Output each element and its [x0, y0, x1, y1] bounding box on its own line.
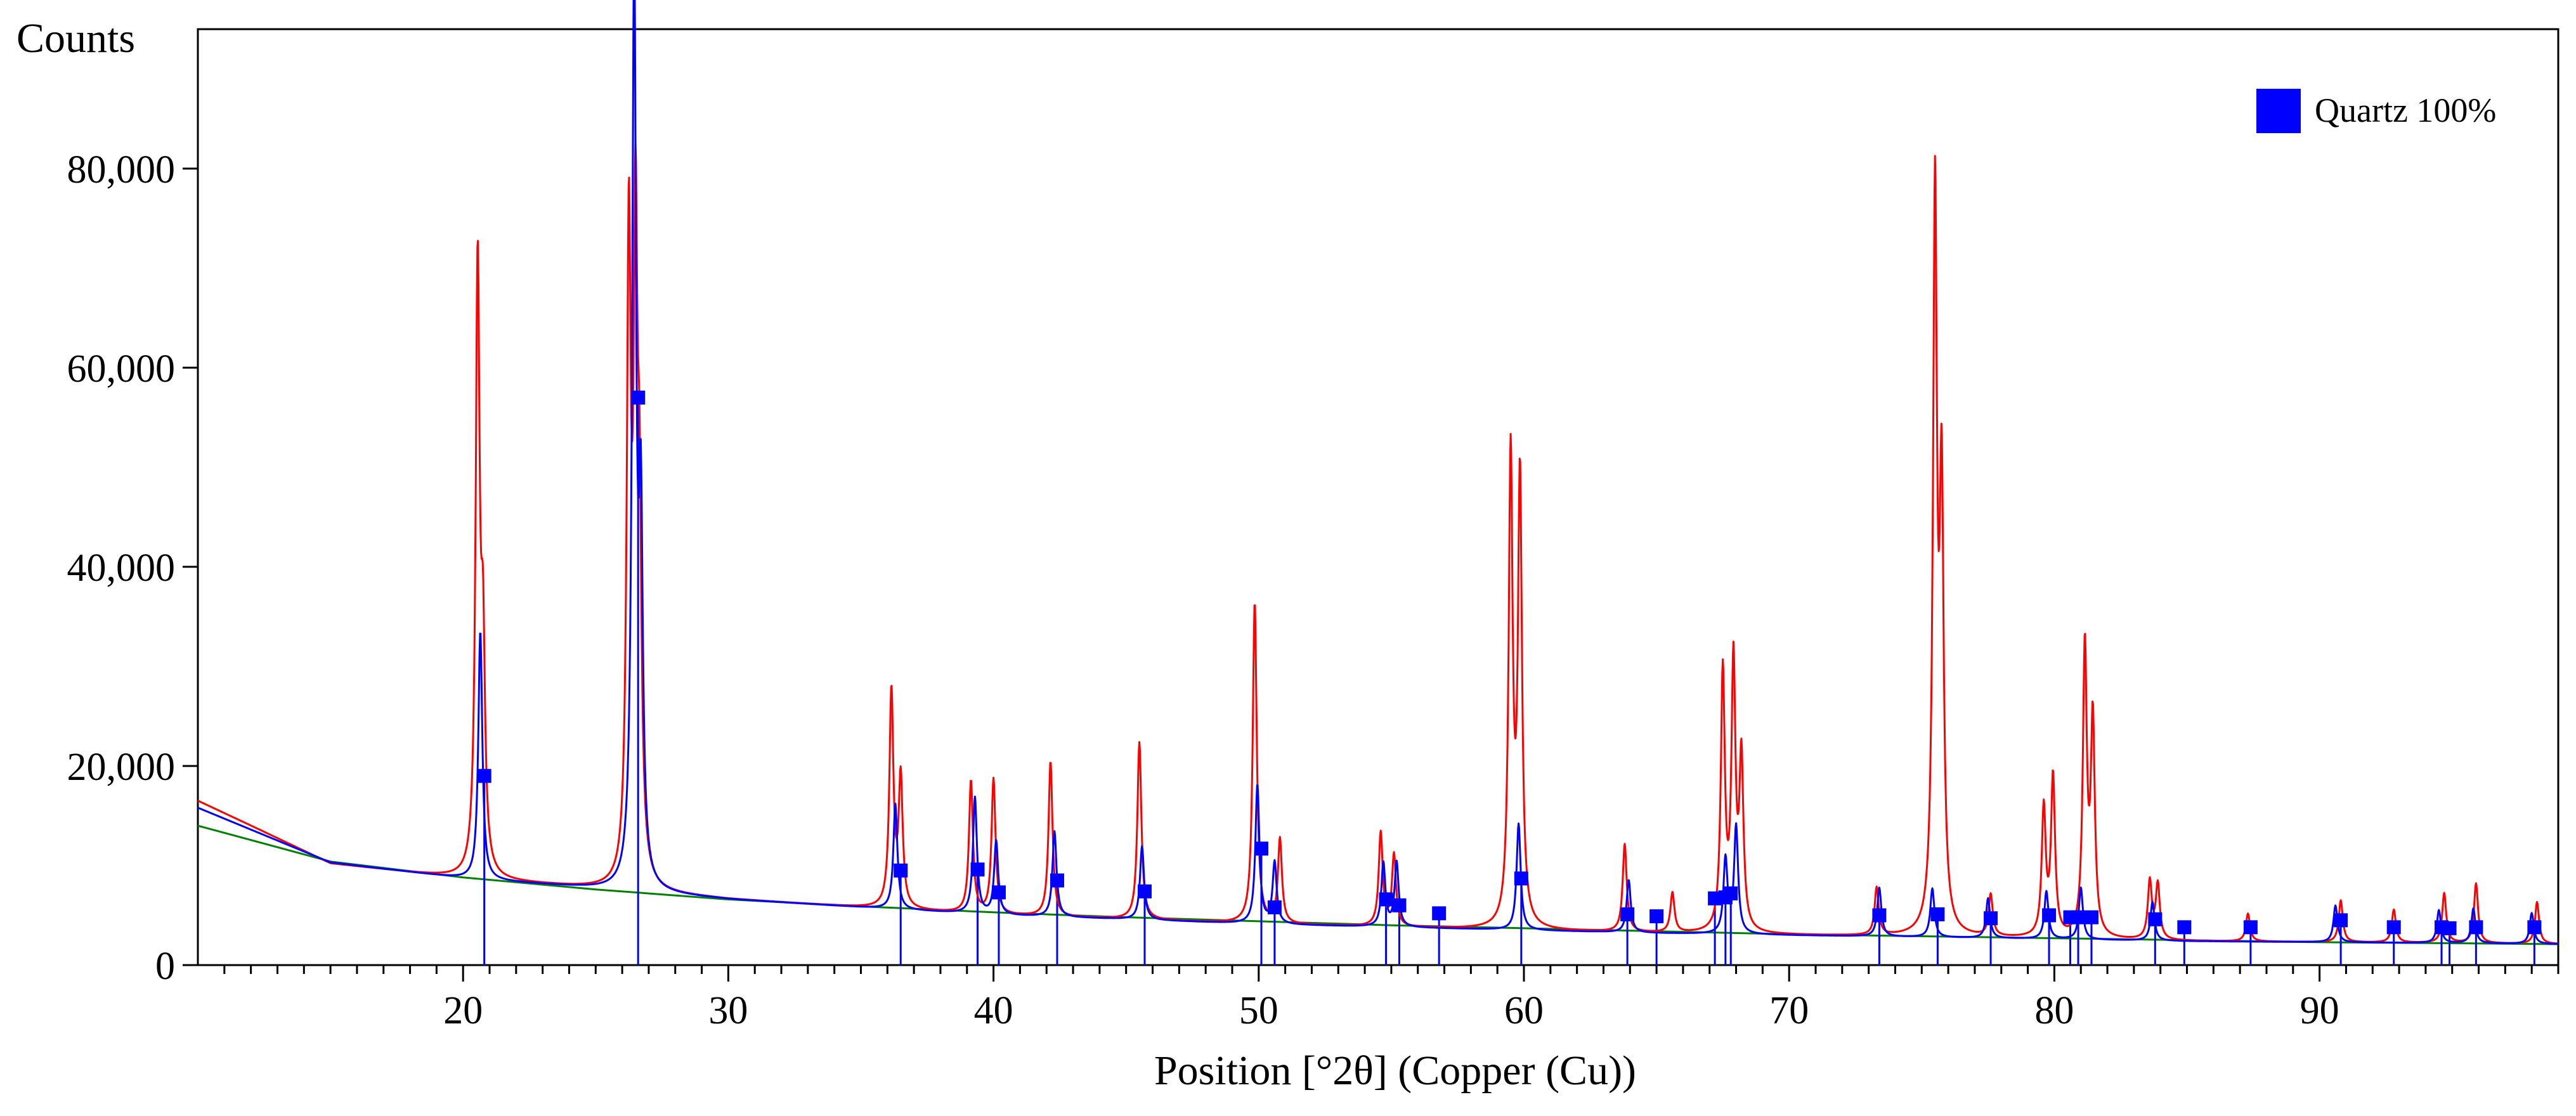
reference-marker-19: [1930, 907, 1945, 921]
reference-marker-6: [1137, 884, 1152, 899]
x-tick-label-6: 80: [2034, 989, 2074, 1032]
reference-markers-layer: [477, 390, 2542, 935]
reference-marker-32: [2469, 920, 2483, 935]
reference-marker-31: [2442, 921, 2457, 935]
y-axis: 0 20,000 40,000 60,000 80,000: [67, 148, 198, 988]
series-layer: [197, 0, 2559, 945]
reference-marker-24: [2084, 910, 2098, 925]
reference-marker-17: [1724, 886, 1738, 900]
reference-marker-15: [1708, 891, 1722, 905]
y-axis-title: Counts: [16, 15, 135, 62]
x-tick-label-2: 40: [974, 989, 1013, 1032]
reference-marker-14: [1649, 909, 1664, 924]
reference-marker-2: [894, 863, 908, 878]
reference-marker-29: [2386, 920, 2401, 935]
reference-marker-9: [1379, 892, 1393, 907]
reference-marker-27: [2243, 920, 2258, 935]
reference-marker-12: [1514, 871, 1528, 886]
reference-marker-5: [1050, 873, 1064, 888]
reference-marker-4: [991, 885, 1006, 900]
x-axis-title: Position [°2θ] (Copper (Cu)): [1154, 1048, 1636, 1094]
y-tick-label-2: 40,000: [67, 547, 176, 590]
y-tick-label-0: 0: [155, 945, 175, 988]
series-calculated-line: [197, 0, 2559, 945]
reference-marker-13: [1620, 907, 1635, 921]
legend-label-quartz: Quartz 100%: [2315, 91, 2496, 129]
reference-marker-20: [1984, 911, 1998, 926]
reference-marker-23: [2071, 910, 2086, 925]
reference-marker-0: [477, 769, 491, 783]
x-tick-label-3: 50: [1239, 989, 1278, 1032]
x-tick-label-7: 90: [2300, 989, 2339, 1032]
x-axis: 20 30 40 50 60 70 80 90: [223, 965, 2560, 1032]
legend-swatch-quartz: [2256, 89, 2301, 133]
y-tick-label-1: 20,000: [67, 746, 176, 789]
legend: Quartz 100%: [2256, 89, 2496, 133]
reference-marker-1: [631, 390, 646, 405]
reference-marker-25: [2148, 912, 2163, 926]
reference-marker-26: [2177, 920, 2192, 935]
y-tick-label-4: 80,000: [67, 148, 176, 191]
x-tick-label-1: 30: [708, 989, 748, 1032]
reference-marker-28: [2334, 913, 2348, 928]
x-tick-label-4: 60: [1504, 989, 1544, 1032]
reference-marker-10: [1392, 898, 1407, 912]
x-tick-label-0: 20: [443, 989, 483, 1032]
reference-marker-33: [2527, 920, 2542, 935]
reference-marker-8: [1267, 900, 1282, 914]
reference-marker-7: [1254, 841, 1268, 856]
reference-marker-18: [1872, 908, 1887, 923]
reference-marker-11: [1432, 906, 1447, 921]
reference-marker-21: [2042, 908, 2057, 923]
plot-frame: [197, 28, 2560, 966]
x-tick-label-5: 70: [1769, 989, 1809, 1032]
y-tick-label-3: 60,000: [67, 347, 176, 391]
reference-marker-3: [970, 862, 985, 877]
series-observed-line: [197, 141, 2559, 945]
